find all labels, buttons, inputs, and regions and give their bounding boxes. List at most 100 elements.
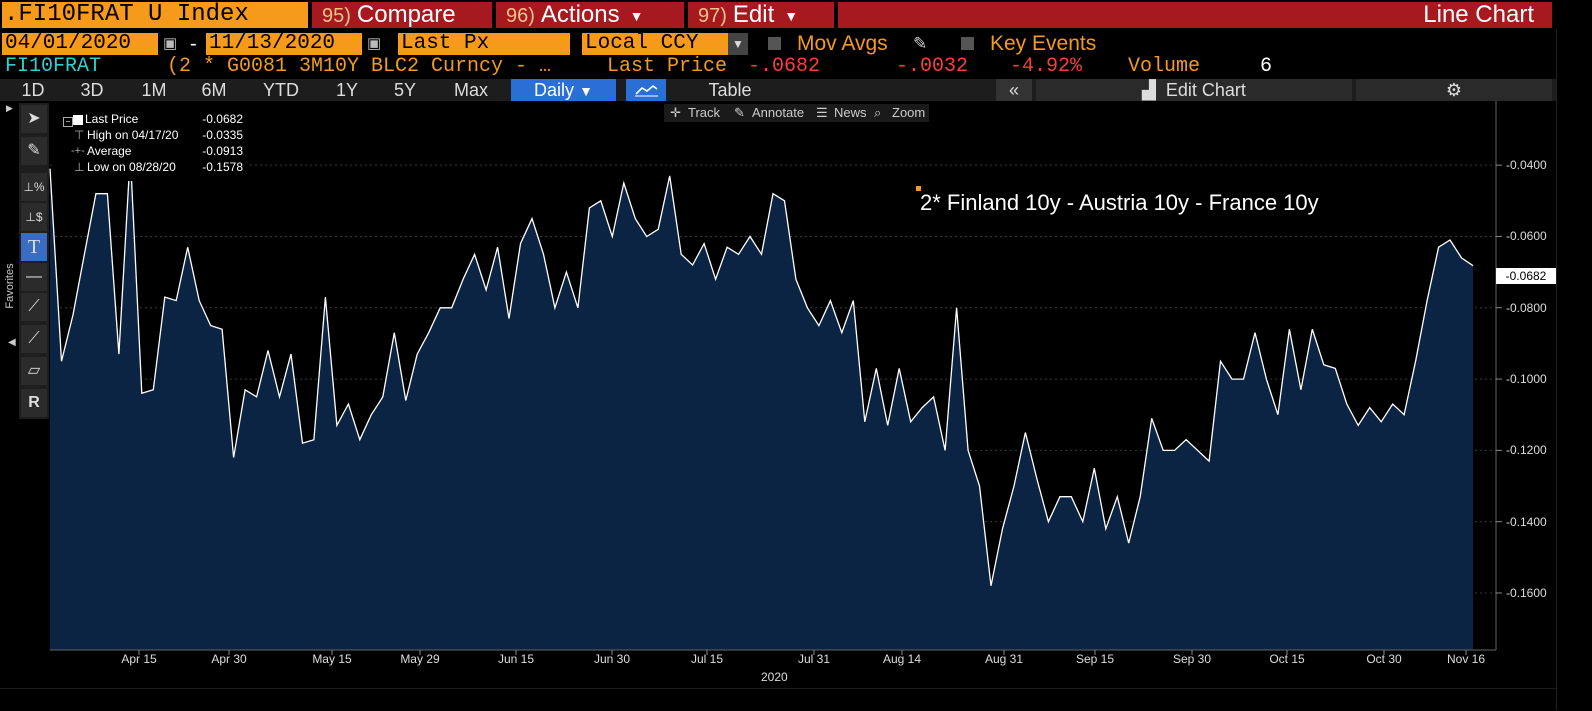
y-tick-label: -0.1600 — [1506, 585, 1547, 600]
y-tick-label: -0.0800 — [1506, 300, 1547, 315]
drawing-toolbar: ➤ ✎ ⊥% ⊥$ T — ⟋ ⟋ ▱ R — [19, 103, 49, 419]
percent-tool-icon[interactable]: ⊥% — [21, 173, 47, 201]
edit-chart-label: Edit Chart — [1165, 80, 1246, 100]
chart-type-title: Line Chart — [838, 2, 1552, 28]
x-tick-label: Jun 15 — [497, 652, 535, 666]
tab-1m[interactable]: 1M — [141, 80, 167, 100]
chart-annotation-text[interactable]: 2* Finland 10y - Austria 10y - France 10… — [920, 190, 1319, 215]
x-tick-label: Oct 15 — [1269, 652, 1305, 666]
text-tool-icon[interactable]: T — [21, 233, 47, 261]
x-tick-label: Sep 30 — [1172, 652, 1212, 666]
actions-button[interactable]: 96) Actions ▼ — [496, 2, 684, 28]
key-events-checkbox[interactable] — [961, 37, 974, 50]
channel-icon[interactable]: ▱ — [21, 357, 47, 385]
actions-label: Actions — [540, 1, 620, 28]
dollar-tool-icon[interactable]: ⊥$ — [21, 203, 47, 231]
tab-ytd[interactable]: YTD — [263, 80, 299, 100]
x-tick-label: Aug 14 — [882, 652, 922, 666]
mov-avgs-checkbox[interactable] — [768, 37, 781, 50]
edit-button[interactable]: 97) Edit ▼ — [688, 2, 834, 28]
frequency-dropdown[interactable]: Daily ▼ — [511, 79, 616, 101]
zoom-icon[interactable]: ⌕ — [874, 105, 882, 120]
table-button[interactable]: Table — [708, 80, 752, 100]
start-date-field[interactable]: 04/01/2020 — [2, 33, 158, 55]
tab-3d[interactable]: 3D — [80, 80, 104, 100]
x-tick-label: Jul 15 — [690, 652, 724, 666]
security-description: (2 * G0081 3M10Y BLC2 Curncy - … — [167, 55, 552, 78]
trend-line-icon[interactable]: ⟋ — [21, 293, 47, 321]
collapse-legend-icon[interactable]: − — [63, 117, 73, 127]
right-scroll-edge[interactable] — [1556, 30, 1592, 710]
tab-5y[interactable]: 5Y — [393, 80, 417, 100]
tab-max[interactable]: Max — [453, 80, 488, 100]
series-line — [49, 154, 1474, 586]
compare-num: 95) — [322, 5, 351, 27]
y-tick-label: -0.0600 — [1506, 229, 1547, 244]
zoom-button[interactable]: Zoom — [892, 105, 926, 120]
x-tick-label: Aug 31 — [984, 652, 1024, 666]
legend-last-value: -0.0682 — [202, 112, 243, 126]
track-button[interactable]: Track — [688, 105, 721, 120]
x-tick-label: Oct 30 — [1366, 652, 1402, 666]
volume-value: 6 — [1260, 55, 1273, 78]
tab-1y[interactable]: 1Y — [335, 80, 359, 100]
collapse-icon[interactable]: « — [996, 79, 1032, 101]
news-button[interactable]: News — [834, 105, 867, 120]
x-tick-label: Jul 31 — [797, 652, 831, 666]
tab-6m[interactable]: 6M — [201, 80, 227, 100]
annotate-icon[interactable]: ✎ — [734, 105, 745, 120]
average-marker-icon: -+- — [71, 145, 85, 157]
last-price-label: Last Price — [607, 55, 728, 78]
x-tick-label: Jun 30 — [593, 652, 631, 666]
edit-label: Edit — [732, 1, 775, 28]
currency-select[interactable]: Local CCY — [582, 33, 728, 55]
compare-button[interactable]: 95) Compare — [312, 2, 492, 28]
chart-legend[interactable]: − Last Price -0.0682 ⊤ High on 04/17/20 … — [55, 111, 247, 181]
ticker-field[interactable]: .FI10FRAT U Index — [2, 2, 308, 28]
gear-icon[interactable]: ⚙ — [1356, 79, 1552, 101]
net-change-value: -.0032 — [896, 55, 969, 78]
edit-chart-button[interactable]: ▟ Edit Chart — [1036, 79, 1352, 101]
legend-high-label: High on 04/17/20 — [87, 128, 179, 142]
legend-low-value: -0.1578 — [202, 160, 243, 174]
bottom-strip — [0, 688, 1556, 711]
tab-1d[interactable]: 1D — [21, 80, 45, 100]
news-icon[interactable]: ☰ — [816, 105, 828, 120]
track-icon[interactable]: ✛ — [670, 105, 681, 120]
axis-ticks — [138, 164, 1502, 655]
price-field-select[interactable]: Last Px — [398, 33, 570, 55]
line-chart-icon[interactable] — [626, 79, 666, 101]
chevron-down-icon[interactable]: ▼ — [728, 33, 748, 55]
annotation-marker[interactable] — [916, 186, 921, 191]
chevron-left-icon[interactable]: ◀ — [8, 337, 16, 348]
edit-num: 97) — [698, 5, 727, 27]
horizontal-line-icon[interactable]: — — [21, 263, 47, 291]
calendar-icon[interactable]: ▣ — [163, 35, 178, 52]
expand-arrow-icon[interactable]: ▶ — [6, 103, 13, 113]
legend-last-label: Last Price — [85, 112, 139, 126]
low-marker-icon: ⊥ — [74, 160, 85, 174]
annotate-button[interactable]: Annotate — [752, 105, 805, 120]
pct-change-value: -4.92% — [1010, 55, 1083, 78]
y-tick-label: -0.1200 — [1506, 443, 1547, 458]
x-tick-label: May 29 — [400, 652, 440, 666]
x-tick-label: Apr 30 — [211, 652, 247, 666]
actions-num: 96) — [506, 5, 535, 27]
pen-icon[interactable]: ✎ — [21, 137, 47, 165]
pencil-icon[interactable]: ✎ — [913, 34, 928, 53]
x-tick-label: Nov 16 — [1446, 652, 1486, 666]
legend-average-label: Average — [87, 144, 132, 158]
pointer-icon[interactable]: ➤ — [21, 105, 47, 133]
segment-icon[interactable]: ⟋ — [21, 325, 47, 353]
end-date-field[interactable]: 11/13/2020 — [206, 33, 362, 55]
x-axis-year-label: 2020 — [761, 670, 788, 684]
chevron-down-icon: ▼ — [784, 7, 799, 24]
chart-settings-icon: ▟ — [1142, 80, 1156, 100]
regression-icon[interactable]: R — [21, 389, 47, 417]
y-tick-label: -0.0400 — [1506, 158, 1547, 173]
y-tick-label: -0.1000 — [1506, 372, 1547, 387]
frequency-label: Daily — [534, 80, 575, 100]
calendar-icon[interactable]: ▣ — [367, 35, 382, 52]
chevron-down-icon: ▼ — [629, 7, 644, 24]
